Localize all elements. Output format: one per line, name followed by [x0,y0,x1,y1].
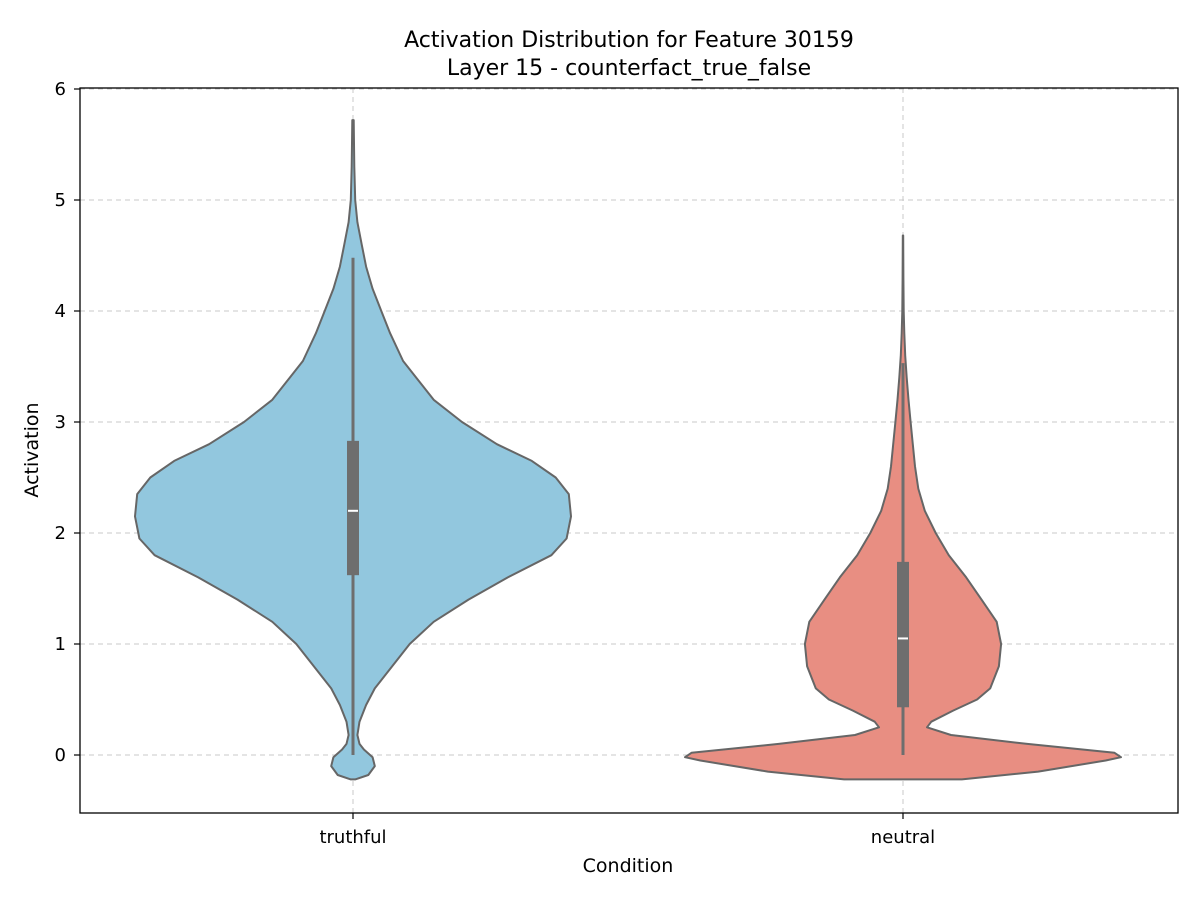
y-tick-label: 2 [55,523,66,544]
iqr-box-truthful [347,440,359,576]
y-tick-label: 5 [55,190,66,211]
chart-title: Activation Distribution for Feature 3015… [404,28,854,53]
y-tick-label: 4 [55,301,66,322]
y-tick-label: 6 [55,79,66,100]
violins [134,119,1122,781]
y-tick-label: 3 [55,412,66,433]
x-tick-label-neutral: neutral [871,827,935,848]
y-axis-label: Activation [21,402,43,497]
y-tick-label: 1 [55,634,66,655]
x-tick-label-truthful: truthful [319,827,386,848]
plot-frame [79,87,1179,814]
y-tick-label: 0 [55,745,66,766]
chart-subtitle: Layer 15 - counterfact_true_false [447,56,811,81]
axis-ticks: 0 1 2 3 4 5 6 truthful neutral [55,79,936,848]
iqr-box-neutral [897,561,909,708]
x-axis-label: Condition [583,855,674,877]
